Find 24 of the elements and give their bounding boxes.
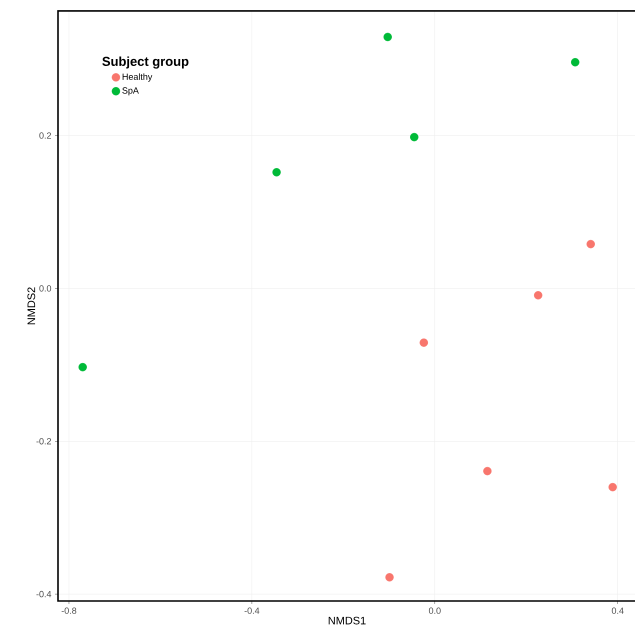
x-axis-title: NMDS1 <box>328 616 366 624</box>
x-tick-label: -0.8 <box>62 608 76 614</box>
point <box>570 58 580 66</box>
point <box>586 240 595 248</box>
point <box>420 338 428 347</box>
point <box>385 573 394 582</box>
legend-title: Subject group <box>102 56 188 69</box>
legend-label: Healthy <box>122 73 152 82</box>
y-tick-label: -0.2 <box>36 438 52 444</box>
legend-label: SpA <box>122 87 139 96</box>
x-tick-label: 0.0 <box>428 608 441 614</box>
y-tick-label: 0.0 <box>39 285 52 292</box>
point <box>78 362 87 372</box>
point <box>272 168 281 176</box>
x-tick-label: -0.4 <box>244 608 260 614</box>
point <box>608 482 617 492</box>
point <box>534 291 542 300</box>
point <box>384 32 392 42</box>
y-tick-label: -0.4 <box>36 590 52 598</box>
y-tick-label: 0.2 <box>39 132 52 139</box>
y-axis-title: NMDS2 <box>27 287 36 324</box>
point <box>410 132 418 142</box>
x-tick-label: 0.4 <box>612 608 624 614</box>
point <box>483 466 492 476</box>
